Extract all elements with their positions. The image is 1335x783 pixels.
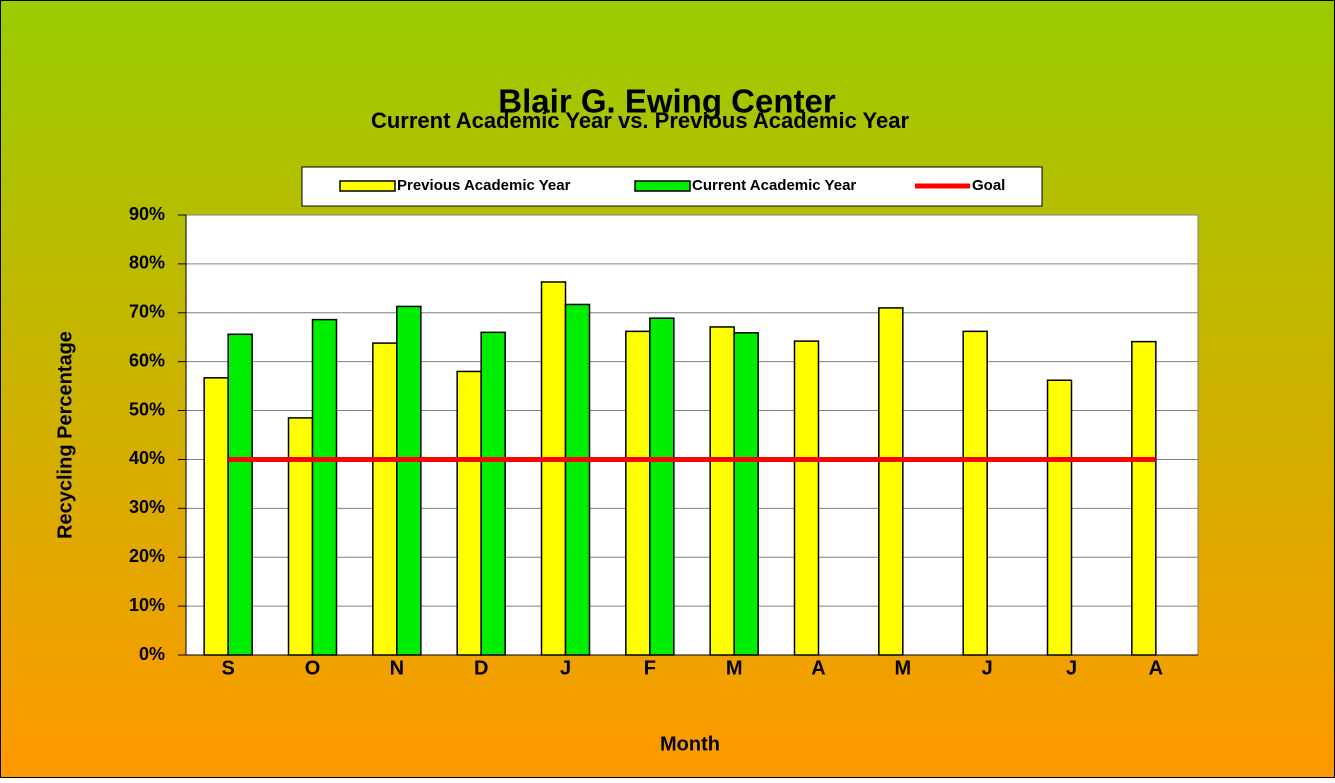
bar [625, 330, 651, 656]
y-tick-label: 60% [129, 350, 165, 370]
y-tick-label: 10% [129, 595, 165, 615]
bar [480, 331, 506, 656]
x-tick-label: A [1149, 657, 1163, 679]
bar [1046, 379, 1073, 656]
legend-label: Goal [972, 177, 1005, 194]
y-axis-label: Recycling Percentage [54, 331, 76, 539]
bar [203, 377, 229, 656]
bar [287, 417, 314, 656]
bar [878, 307, 904, 656]
bar [540, 281, 567, 656]
bar [311, 318, 338, 656]
x-tick-label: J [982, 657, 993, 679]
y-tick-label: 0% [139, 644, 165, 664]
chart-title: Blair G. Ewing Center [498, 83, 836, 120]
x-tick-label: A [811, 657, 825, 679]
y-tick-label: 30% [129, 497, 165, 517]
legend-swatch [339, 180, 396, 192]
bar [793, 340, 820, 656]
bar [564, 303, 591, 656]
x-tick-label: O [305, 657, 321, 679]
x-tick-label: J [1066, 657, 1077, 679]
x-tick-label: S [221, 657, 234, 679]
x-tick-label: M [726, 657, 743, 679]
chart-subtitle: Current Academic Year vs. Previous Acade… [371, 108, 910, 133]
y-tick-label: 40% [129, 448, 165, 468]
y-tick-label: 20% [129, 546, 165, 566]
bar [962, 330, 988, 656]
y-tick-label: 80% [129, 253, 165, 273]
x-tick-label: J [560, 657, 571, 679]
bar [456, 370, 482, 656]
bar [227, 333, 253, 656]
legend-label: Current Academic Year [692, 177, 856, 194]
x-tick-label: D [474, 657, 488, 679]
bar [649, 317, 675, 656]
legend-swatch [634, 180, 691, 192]
x-tick-label: M [894, 657, 911, 679]
bar [372, 342, 398, 656]
y-tick-label: 50% [129, 399, 165, 419]
x-tick-label: F [644, 657, 656, 679]
y-tick-label: 90% [129, 204, 165, 224]
legend-label: Previous Academic Year [397, 177, 571, 194]
plot-area [185, 214, 1199, 656]
x-tick-label: N [390, 657, 404, 679]
bar [396, 305, 422, 656]
bar [733, 332, 759, 656]
bar [709, 326, 735, 656]
x-axis-label: Month [660, 733, 720, 755]
bar [1131, 340, 1157, 656]
y-tick-label: 70% [129, 302, 165, 322]
